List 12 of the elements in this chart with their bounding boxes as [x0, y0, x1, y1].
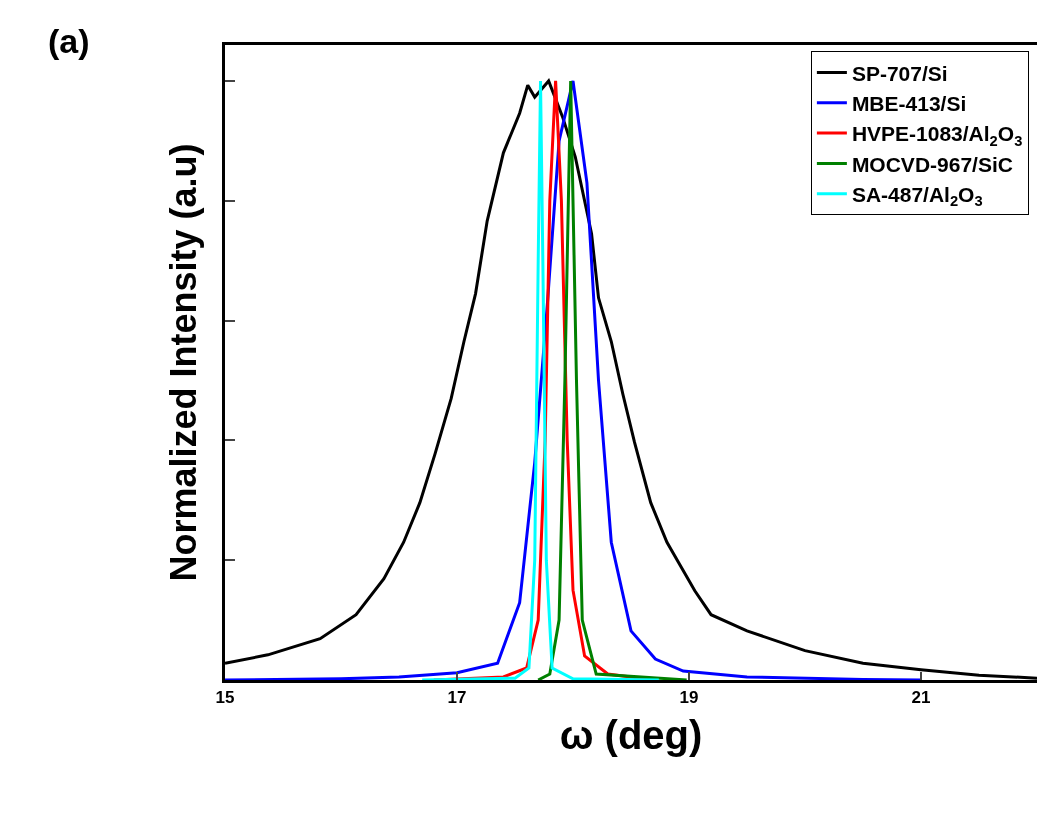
- legend-label: MOCVD-967/SiC: [851, 152, 1013, 176]
- legend-label: MBE-413/Si: [851, 91, 967, 115]
- legend-label: SA-487/Al$_{2}$O$_{3}$: [851, 182, 983, 210]
- x-tick-label: 15: [215, 688, 235, 708]
- y-axis-title: Normalized Intensity (a.u): [162, 143, 204, 582]
- text: (a): [48, 22, 90, 60]
- legend-label: SP-707/Si: [851, 61, 948, 85]
- x-axis-title: ω (deg): [559, 712, 703, 757]
- x-tick-label: 19: [679, 688, 699, 708]
- legend-label: HVPE-1083/Al$_{2}$O$_{3}$: [851, 122, 1023, 149]
- x-tick-label: 21: [911, 688, 931, 708]
- x-tick-label: 17: [447, 688, 467, 708]
